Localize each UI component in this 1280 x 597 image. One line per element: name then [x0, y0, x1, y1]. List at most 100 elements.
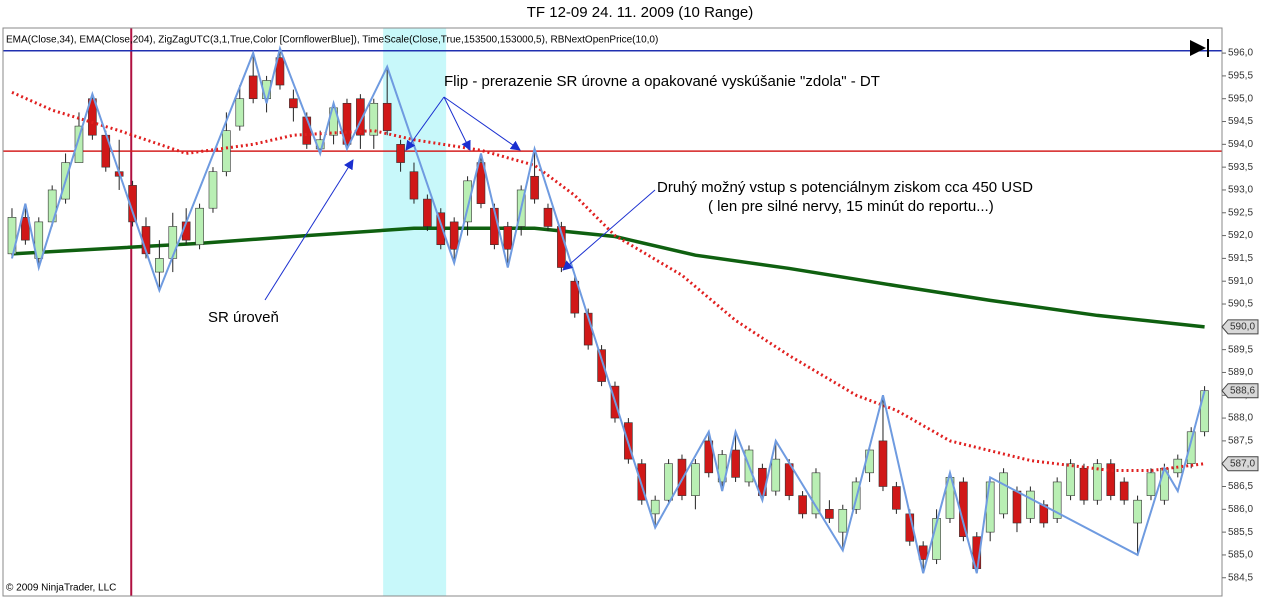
y-tick-label: 592,0	[1228, 230, 1253, 241]
candle-body	[396, 144, 405, 163]
annotation: SR úroveň	[208, 309, 279, 326]
y-tick-label: 596,0	[1228, 48, 1253, 59]
arrow	[443, 96, 521, 151]
annotation: Druhý možný vstup s potenciálnym ziskom …	[657, 179, 1033, 196]
candle-body	[1106, 463, 1116, 496]
candle-body	[704, 440, 714, 474]
arrow	[264, 159, 354, 301]
candle-body	[369, 102, 379, 136]
annotations	[264, 96, 656, 301]
end-bar	[1207, 39, 1209, 57]
highlight-band	[383, 28, 447, 596]
candle-body	[945, 477, 955, 519]
candle-body	[892, 486, 901, 510]
candle-body	[1186, 431, 1196, 464]
zigzag-line	[11, 45, 1206, 574]
y-tick-label: 585,5	[1228, 527, 1253, 538]
candle-body	[74, 125, 84, 163]
arrow	[562, 189, 656, 271]
candle-body	[543, 207, 553, 227]
candle-body	[1052, 481, 1062, 519]
candle-body	[128, 185, 137, 223]
candle-body	[382, 102, 392, 131]
y-tick-label: 589,5	[1228, 344, 1253, 355]
candle-body	[677, 458, 687, 496]
candle-body	[155, 258, 164, 273]
y-tick-label: 587,5	[1228, 436, 1253, 447]
candle-body	[691, 463, 700, 496]
candle-body	[423, 198, 432, 227]
annotation: Flip - prerazenie SR úrovne a opakované …	[444, 73, 880, 90]
candle-body	[838, 509, 848, 533]
price-marker-label: 587,0	[1230, 458, 1255, 469]
candle-body	[1133, 499, 1142, 524]
candle-body	[985, 481, 995, 533]
candle-body	[1200, 390, 1209, 433]
y-tick-label: 593,0	[1228, 185, 1253, 196]
y-tick-label: 591,0	[1228, 276, 1253, 287]
candle-body	[570, 280, 580, 314]
indicator-list: EMA(Close,34), EMA(Close,204), ZigZagUTC…	[6, 35, 658, 46]
annotation: ( len pre silné nervy, 15 minút do repor…	[708, 198, 994, 215]
candle-body	[342, 102, 352, 145]
chart-title: TF 12-09 24. 11. 2009 (10 Range)	[527, 4, 754, 21]
y-tick-label: 589,0	[1228, 367, 1253, 378]
candle-body	[222, 130, 231, 173]
candle-body	[825, 509, 834, 519]
candle-body	[208, 171, 218, 209]
y-tick-label: 584,5	[1228, 572, 1253, 583]
y-tick-label: 595,0	[1228, 93, 1253, 104]
y-tick-label: 586,0	[1228, 504, 1253, 515]
candle-body	[289, 98, 298, 109]
y-tick-label: 590,5	[1228, 299, 1253, 310]
candle-body	[235, 98, 245, 127]
candle-body	[999, 472, 1008, 515]
candle-body	[731, 449, 740, 478]
price-marker	[1221, 319, 1259, 335]
ema34-line	[11, 90, 1205, 473]
candle-body	[463, 180, 472, 223]
candle-body	[1012, 490, 1022, 524]
candle-body	[1093, 463, 1102, 501]
candle-body	[878, 440, 888, 487]
y-tick-label: 595,5	[1228, 71, 1253, 82]
price-marker-label: 590,0	[1230, 321, 1255, 332]
y-tick-label: 594,5	[1228, 116, 1253, 127]
arrow	[443, 96, 471, 151]
candle-body	[1079, 467, 1089, 501]
plot-area	[3, 28, 1222, 596]
candle-body	[771, 458, 781, 492]
ema204-line	[11, 226, 1205, 329]
candle-body	[1066, 463, 1075, 496]
candle-body	[637, 463, 647, 501]
price-marker-label: 588,6	[1230, 385, 1255, 396]
copyright: © 2009 NinjaTrader, LLC	[6, 583, 116, 594]
candle-body	[168, 226, 178, 259]
end-marker	[1190, 39, 1209, 57]
candle-body	[650, 499, 660, 515]
candle-body	[597, 349, 606, 382]
y-tick-label: 594,0	[1228, 139, 1253, 150]
candle-body	[7, 217, 17, 255]
candle-body	[798, 495, 807, 515]
candle-body	[1119, 481, 1129, 501]
candle-body	[436, 212, 446, 246]
arrow	[405, 96, 445, 151]
y-tick-label: 588,0	[1228, 413, 1253, 424]
y-tick-label: 586,5	[1228, 481, 1253, 492]
price-marker	[1221, 383, 1259, 399]
candle-body	[811, 472, 821, 515]
y-tick-label: 591,5	[1228, 253, 1253, 264]
candle-body	[717, 454, 727, 483]
candle-body	[1026, 490, 1035, 519]
candle-body	[409, 171, 419, 200]
candle-body	[503, 226, 513, 250]
plot-frame	[2, 27, 1223, 597]
y-tick-label: 585,0	[1228, 550, 1253, 561]
candle-body	[664, 463, 673, 501]
y-tick-label: 593,5	[1228, 162, 1253, 173]
end-arrow	[1190, 40, 1206, 56]
candle-body	[34, 221, 44, 259]
y-tick-label: 592,5	[1228, 207, 1253, 218]
